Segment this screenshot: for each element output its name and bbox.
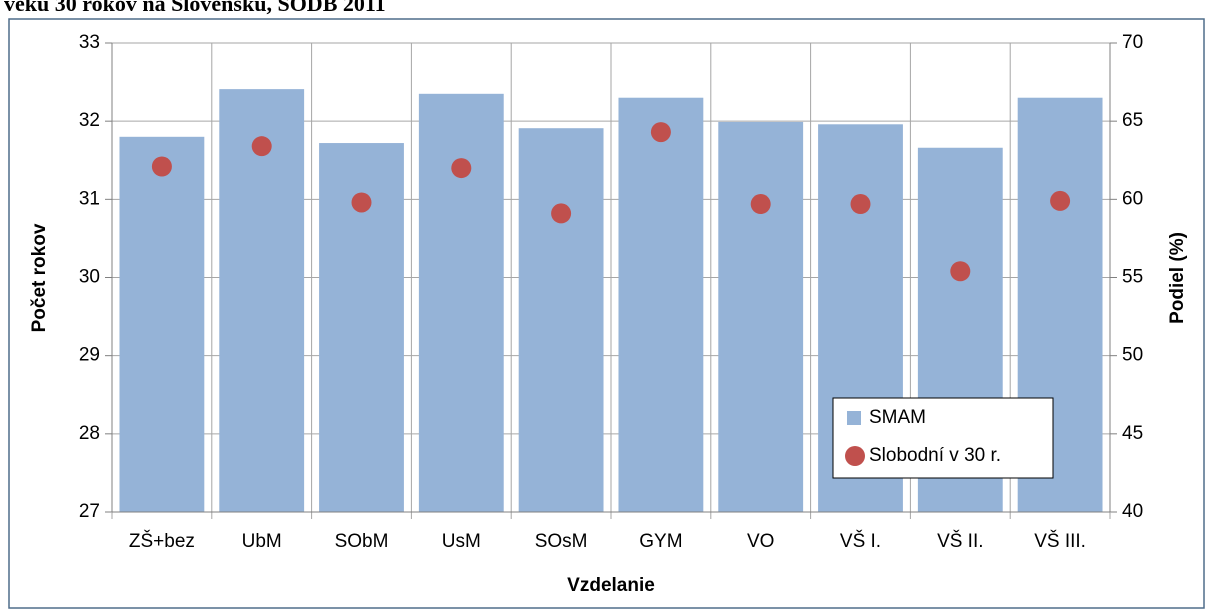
y2-tick-label: 70 <box>1122 32 1143 53</box>
y-axis-title: Počet rokov <box>29 223 50 332</box>
dot <box>551 203 572 224</box>
dot <box>750 194 771 215</box>
chart-title: veku 30 rokov na Slovensku, SODB 2011 <box>4 0 386 16</box>
x-tick-label: SOsM <box>535 531 588 552</box>
y-tick-label: 32 <box>79 110 100 131</box>
bar <box>119 136 205 513</box>
bar <box>219 89 305 512</box>
chart-border <box>8 18 1205 609</box>
y2-tick-label: 65 <box>1122 110 1143 131</box>
y2-tick-label: 45 <box>1122 423 1143 444</box>
y-tick-label: 33 <box>79 32 100 53</box>
legend-swatch <box>847 411 861 425</box>
y-tick-label: 31 <box>79 188 100 209</box>
dot <box>351 192 372 213</box>
dot <box>451 158 472 179</box>
y-tick-label: 27 <box>79 501 100 522</box>
x-tick-label: UbM <box>242 531 282 552</box>
x-tick-label: UsM <box>442 531 481 552</box>
dot <box>1050 190 1071 211</box>
x-tick-label: ZŠ+bez <box>129 530 195 552</box>
y2-tick-label: 55 <box>1122 267 1143 288</box>
bar <box>618 97 704 512</box>
legend-label: Slobodní v 30 r. <box>869 445 1001 466</box>
x-tick-label: VŠ I. <box>840 530 881 552</box>
bar <box>518 128 604 512</box>
y-tick-label: 28 <box>79 423 100 444</box>
y2-tick-label: 50 <box>1122 345 1143 366</box>
dot <box>251 136 272 157</box>
y2-axis-title: Podiel (%) <box>1167 232 1188 324</box>
y-tick-label: 29 <box>79 345 100 366</box>
x-tick-label: VO <box>747 531 774 552</box>
dot <box>151 156 172 177</box>
x-axis-title: Vzdelanie <box>567 575 655 596</box>
legend-swatch <box>845 446 865 466</box>
dot <box>850 194 871 215</box>
x-tick-label: VŠ II. <box>937 530 983 552</box>
legend-label: SMAM <box>869 407 926 428</box>
dot <box>650 122 671 143</box>
y2-tick-label: 40 <box>1122 501 1143 522</box>
dot <box>950 261 971 282</box>
x-tick-label: SObM <box>335 531 389 552</box>
y2-tick-label: 60 <box>1122 188 1143 209</box>
legend <box>832 397 1054 479</box>
bar <box>718 121 804 512</box>
x-tick-label: VŠ III. <box>1034 530 1086 552</box>
x-tick-label: GYM <box>639 531 682 552</box>
y-tick-label: 30 <box>79 267 100 288</box>
bar <box>418 93 504 512</box>
